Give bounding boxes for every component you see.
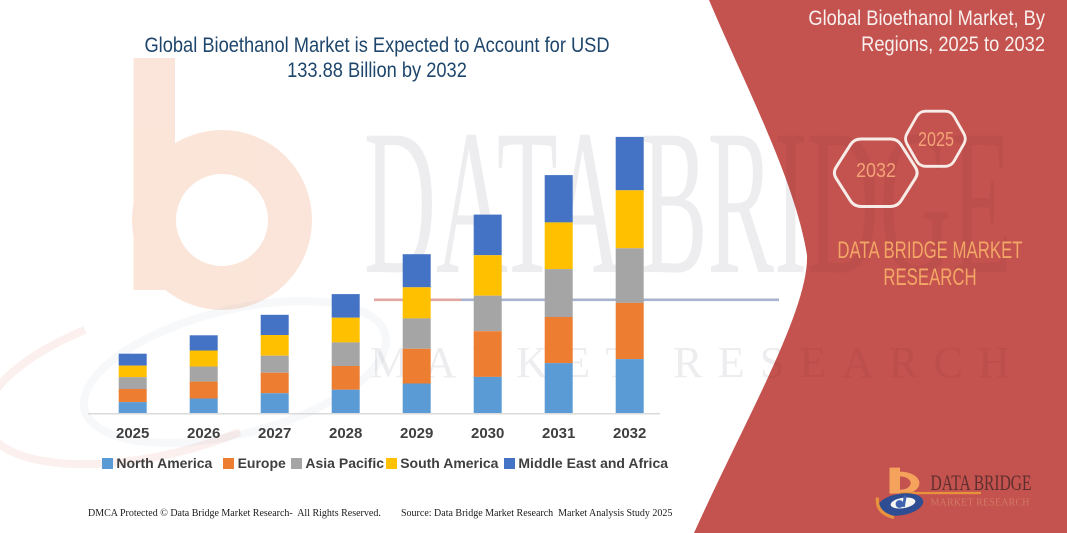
svg-text:DATA BRIDGE: DATA BRIDGE	[931, 470, 1032, 495]
svg-text:2025: 2025	[918, 128, 954, 151]
svg-text:MARKET RESEARCH: MARKET RESEARCH	[931, 498, 1030, 509]
svg-text:2032: 2032	[856, 160, 896, 182]
